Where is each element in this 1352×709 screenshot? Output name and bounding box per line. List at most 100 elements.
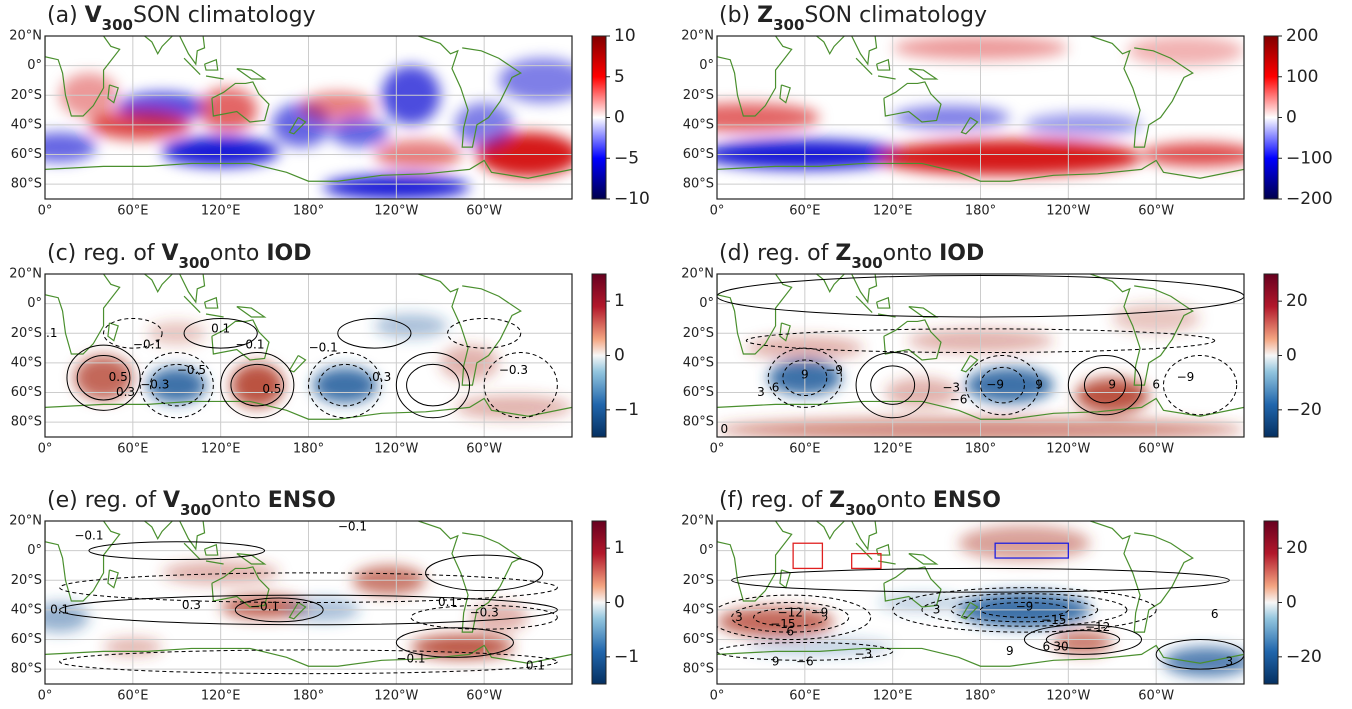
y-tick-label: 80°S — [11, 415, 42, 430]
y-tick-label: 60°S — [683, 385, 714, 400]
colorbar-tick-label: 200 — [1286, 26, 1318, 46]
y-tick-label: 20°N — [681, 29, 714, 44]
coastline — [418, 521, 522, 633]
coastline — [288, 354, 307, 373]
x-tick-label: 120°W — [1046, 204, 1090, 219]
y-tick-label: 20°S — [11, 326, 42, 341]
coastline — [779, 322, 791, 342]
coastline — [851, 521, 878, 551]
colorbar — [591, 520, 607, 685]
y-tick-label: 80°S — [683, 177, 714, 192]
y-tick-label: 60°S — [11, 632, 42, 647]
x-tick-label: 120°E — [201, 204, 241, 219]
title-var: Z — [835, 241, 851, 266]
contour-line — [892, 587, 1157, 633]
contour-line — [183, 317, 258, 349]
title-post: onto — [211, 488, 267, 513]
x-tick-label: 120°W — [1046, 689, 1090, 704]
contour-label: 0.5 — [109, 370, 128, 384]
y-tick-label: 40°S — [11, 602, 42, 617]
x-tick-label: 60°W — [1138, 204, 1174, 219]
y-tick-label: 0° — [699, 543, 714, 558]
contour-line — [950, 597, 1099, 623]
contour-label: −9 — [811, 605, 829, 619]
contour-line — [1067, 355, 1143, 416]
y-tick-label: 0° — [27, 543, 42, 558]
field-anomaly — [1075, 377, 1149, 414]
map-area: 9 −93 6 −9 9−6−3 9 6−90 — [717, 274, 1244, 437]
coastline — [908, 68, 939, 80]
contour-label: 6 — [772, 381, 780, 395]
coastline — [211, 81, 270, 123]
coastline — [144, 521, 173, 541]
x-tick-label: 0° — [710, 204, 725, 219]
title-index: ENSO — [268, 488, 336, 513]
contour-label: 9 — [1006, 644, 1014, 658]
coastline — [418, 36, 522, 148]
title-post: SON climatology — [133, 3, 316, 28]
panel-title: (a) V300SON climatology — [47, 3, 316, 34]
title-label: (c) — [47, 241, 83, 266]
colorbar-tick-label: −10 — [614, 189, 650, 209]
y-tick-label: 20°S — [683, 573, 714, 588]
y-tick-label: 20°N — [9, 29, 42, 44]
y-tick-label: 80°S — [683, 415, 714, 430]
x-tick-label: 60°E — [789, 442, 820, 457]
contour-label: 0.1 — [211, 321, 230, 335]
contour-line — [731, 602, 850, 633]
contour-line — [1162, 355, 1238, 416]
contour-line — [410, 604, 558, 630]
contour-label: −0.3 — [470, 605, 499, 619]
title-var: Z — [829, 488, 845, 513]
coastline — [1090, 36, 1194, 148]
panel-title: (b) Z300SON climatology — [719, 3, 987, 34]
contour-label: −6 — [796, 654, 814, 668]
title-pre: reg. of — [757, 241, 835, 266]
x-tick-label: 180° — [965, 689, 996, 704]
colorbar-tick-label: 100 — [1286, 67, 1318, 87]
contour-line — [406, 363, 460, 407]
contour-label: 0.3 — [116, 385, 135, 399]
y-tick-label: 60°S — [11, 147, 42, 162]
contour-label: 9 — [1108, 378, 1116, 392]
contour-label: −0.1 — [235, 338, 264, 352]
colorbar — [591, 273, 607, 438]
title-label: (f) — [719, 488, 751, 513]
coastline — [883, 81, 942, 123]
colorbar — [1263, 273, 1279, 438]
coastline — [45, 644, 572, 667]
contour-line — [1155, 639, 1244, 670]
contour-label: −3 — [942, 381, 960, 395]
colorbar-tick-label: 20 — [1286, 291, 1308, 311]
colorbar-tick-label: 0 — [614, 108, 625, 128]
contour-label: −3 — [855, 647, 873, 661]
panel-title: (c) reg. of V300onto IOD — [47, 241, 312, 272]
title-index: IOD — [266, 241, 311, 266]
contour-line — [425, 554, 544, 592]
contour-line — [745, 328, 1216, 354]
contour-label: 9 — [801, 367, 809, 381]
y-tick-label: 60°S — [683, 147, 714, 162]
panel-title: (d) reg. of Z300onto IOD — [719, 241, 984, 272]
map-panel: 0° 60°E 120°E 180° 120°W 60°W 20°N 0° 20°S 40°S 60… — [681, 3, 1333, 219]
coastline — [179, 521, 206, 551]
coastline — [107, 322, 119, 342]
x-tick-label: 60°W — [1138, 442, 1174, 457]
map-frame — [716, 35, 1245, 200]
contour-label: −0.1 — [309, 341, 338, 355]
contour-line — [59, 572, 558, 604]
coastline — [45, 521, 121, 602]
coastline — [205, 560, 224, 565]
coastline — [144, 274, 173, 294]
contour-line — [979, 602, 1069, 618]
coastline — [717, 274, 793, 355]
region-box — [792, 542, 824, 570]
contour-line — [731, 567, 1230, 593]
contour-label: −9 — [1016, 599, 1034, 613]
x-tick-label: 120°W — [1046, 442, 1090, 457]
coastline — [717, 159, 1244, 182]
x-tick-label: 0° — [710, 689, 725, 704]
colorbar-tick-label: −200 — [1286, 189, 1333, 209]
title-label: (e) — [47, 488, 85, 513]
